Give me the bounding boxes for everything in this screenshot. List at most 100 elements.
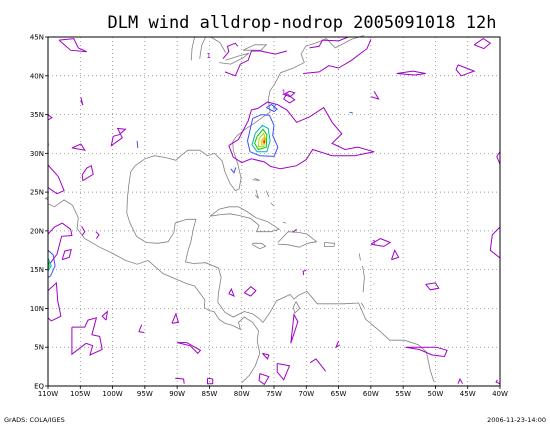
lat-tick-label: 10N [30,305,44,313]
contour-line [47,257,52,272]
contour-line [71,317,103,356]
contour-line [81,164,94,182]
footer-left: GrADS: COLA/IGES [4,416,65,424]
lat-tick-label: 15N [30,266,44,274]
coastline-segment [242,44,268,51]
lat-tick-label: 25N [30,189,44,197]
coastline-segment [323,242,336,247]
lon-tick-label: 60W [363,390,379,398]
contour-line [61,248,72,261]
contour-line [283,93,296,104]
contour-line [207,377,214,385]
contour-line [489,226,501,259]
lon-tick-label: 85W [202,390,218,398]
coastline-segment [373,283,375,285]
coastline-segment [190,36,195,61]
lon-tick-label: 40W [492,390,508,398]
contour-line [224,50,288,77]
coastline-segment [210,36,226,53]
contour-line [349,111,353,114]
contour-line [425,282,440,291]
contour-line [58,38,87,53]
contour-line [495,379,501,385]
contour-line [309,358,327,372]
coastline-segment [277,231,318,248]
contour-line [228,101,375,170]
contour-line [47,164,65,195]
contour-line [243,286,257,297]
contour-line [171,312,180,324]
lat-tick-label: 45N [30,34,44,42]
lon-tick-label: 105W [70,390,90,398]
contour-line [138,324,145,333]
lon-tick-label: 70W [298,390,314,398]
contour-line [228,287,235,297]
contour-line [230,167,237,174]
contour-line [246,114,279,157]
coastline-segment [130,35,365,192]
coastline-segment [209,206,281,233]
contour-line [254,128,268,151]
contour-line [334,340,341,349]
contour-line [80,97,84,106]
contour-line [176,342,202,355]
contour-line [71,143,86,151]
contour-line [303,39,372,74]
difference-contours [47,36,501,386]
lon-tick-label: 45W [460,390,476,398]
contour-line [309,36,349,49]
footer-right: 2006-11-23-14:00 [487,416,546,424]
lon-tick-label: 50W [428,390,444,398]
contour-line [473,37,492,50]
contour-line [455,64,476,77]
contour-line [266,103,279,113]
coastline-segment [255,189,259,199]
lat-tick-label: 40N [30,72,44,80]
coastline-segment [219,52,250,65]
contour-value-label: 1 [281,88,285,96]
contour-line [136,140,139,148]
contour-line [391,249,400,261]
contour-line [95,231,100,239]
contour-line [175,377,185,384]
contour-line [302,269,307,276]
contour-line [47,114,53,121]
contour-line [47,222,73,264]
coastline-segment [44,197,49,201]
contour-value-label: 2 [272,102,276,110]
lat-tick-label: 5N [34,344,44,352]
contour-line [47,281,62,322]
contour-line [370,238,392,247]
coastline-segment [265,190,270,197]
lon-tick-label: 55W [395,390,411,398]
contour-line [276,363,291,381]
contour-line [110,127,127,147]
contour-line [262,352,270,360]
coastline-segment [292,301,301,314]
lon-tick-label: 80W [234,390,250,398]
contour-line [370,91,380,100]
coastline-segment [270,202,275,207]
contour-line [47,249,56,278]
coastline-segment [282,222,287,224]
coastline-segment [358,253,361,261]
contour-line [292,228,297,233]
contour-line [290,312,299,344]
contour-line [457,377,463,384]
contour-line [101,310,109,321]
contour-line [251,124,271,153]
contour-line [258,373,270,386]
coastline-segment [360,302,365,308]
contour-line [222,42,239,60]
coastline-segment [47,199,261,384]
lon-tick-label: 90W [169,390,185,398]
contour-line [283,90,296,98]
contour-line [81,225,86,236]
lat-tick-label: 20N [30,227,44,235]
contour-line [263,140,266,143]
lat-tick-label: EQ [34,383,44,391]
map-title: DLM wind alldrop-nodrop 2005091018 12h [108,13,497,33]
coastline-segment [362,265,365,293]
